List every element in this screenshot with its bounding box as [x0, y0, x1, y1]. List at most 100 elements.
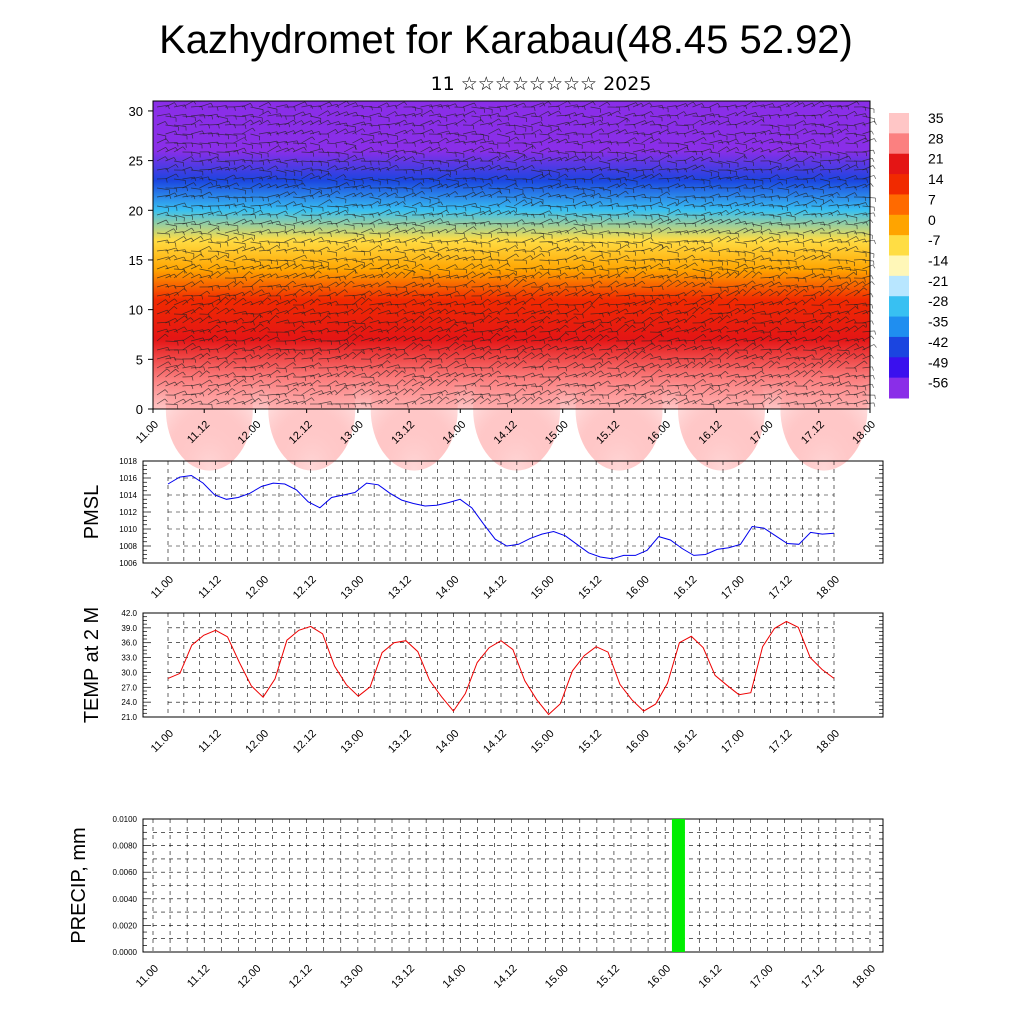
x-tick-label: 13.00 — [338, 574, 366, 602]
colorbar-label: -14 — [928, 253, 948, 269]
colorbar-swatch — [889, 235, 909, 256]
y-tick-label: 0.0040 — [113, 895, 138, 904]
y-tick-label: 0.0020 — [113, 921, 138, 930]
colorbar-label: 0 — [928, 212, 936, 228]
colorbar-swatch — [889, 357, 909, 379]
y-tick-label: 0 — [136, 402, 143, 417]
x-tick-label: 11.00 — [134, 419, 161, 446]
x-tick-label: 14.12 — [481, 574, 509, 602]
colorbar-label: -56 — [928, 375, 948, 391]
y-tick-label: 1014 — [119, 491, 137, 500]
colorbar-label: 35 — [928, 110, 944, 126]
y-tick-label: 1012 — [119, 508, 137, 517]
y-tick-label: 21.0 — [121, 713, 137, 722]
x-tick-label: 12.12 — [287, 963, 315, 991]
x-tick-label: 16.12 — [671, 728, 699, 756]
precip-panel: 0.0000 0.0020 0.0040 0.0060 0.0080 0.0100 11.0… — [68, 815, 884, 991]
x-tick-label: 11.00 — [134, 963, 161, 990]
x-tick-label: 12.00 — [243, 574, 271, 602]
colorbar-label: 28 — [928, 130, 944, 146]
y-tick-label: 30 — [129, 104, 143, 119]
x-tick-label: 16.12 — [671, 574, 699, 602]
x-tick-label: 13.12 — [386, 728, 414, 756]
grid-lines — [167, 612, 835, 718]
y-tick-label: 15 — [129, 253, 143, 268]
y-axis-label: PMSL — [81, 485, 103, 539]
x-tick-label: 17.00 — [748, 963, 776, 991]
y-tick-label: 1010 — [119, 525, 137, 534]
x-tick-label: 13.00 — [338, 963, 366, 991]
colorbar-label: -35 — [928, 314, 948, 330]
panel-frame — [142, 612, 884, 718]
colorbar-swatch — [889, 113, 909, 134]
x-tick-label: 16.00 — [624, 728, 652, 756]
y-tick-label: 5 — [136, 352, 143, 367]
colorbar-swatch — [889, 316, 909, 338]
x-tick-label: 14.00 — [440, 963, 468, 991]
colorbar-label: 7 — [928, 191, 936, 207]
colorbar-label: -7 — [928, 232, 941, 248]
x-tick-label: 15.00 — [529, 574, 557, 602]
x-tick-label: 17.00 — [719, 728, 747, 756]
x-tick-label: 11.12 — [196, 728, 223, 755]
colorbar-swatch — [889, 275, 909, 297]
y-tick-label: 42.0 — [121, 609, 137, 618]
temp-panel: 21.0 24.0 27.0 30.0 33.0 36.0 39.0 42.0 11.00 11.… — [81, 607, 884, 756]
y-tick-label: 27.0 — [121, 683, 137, 692]
colorbar-swatch — [889, 153, 909, 175]
wind-barbs — [156, 100, 877, 409]
colorbar-swatch — [889, 296, 909, 318]
chart-subtitle: 11 ☆☆☆☆☆☆☆☆ 2025 — [430, 73, 652, 95]
colorbar-swatch — [889, 174, 909, 195]
x-tick-label: 17.12 — [799, 963, 827, 991]
colorbar-swatch — [889, 194, 909, 216]
colorbar-label: -42 — [928, 334, 948, 350]
colorbar-swatch — [889, 214, 909, 236]
x-tick-label: 14.12 — [492, 963, 520, 991]
x-tick-label: 13.12 — [386, 574, 414, 602]
x-tick-label: 14.00 — [434, 728, 462, 756]
x-tick-label: 14.12 — [481, 728, 509, 756]
colorbar-legend: 35 28 21 14 7 0 -7 -14 -21 -28 -35 -42 -49 -56 — [889, 110, 948, 399]
x-tick-label: 16.00 — [645, 963, 673, 991]
x-tick-label: 18.00 — [814, 574, 842, 602]
x-tick-label: 12.00 — [236, 963, 264, 991]
grid-lines — [152, 818, 871, 953]
x-tick-label: 13.00 — [338, 728, 366, 756]
precip-bar — [671, 819, 685, 952]
x-tick-label: 11.12 — [196, 574, 223, 601]
x-tick-label: 17.00 — [719, 574, 747, 602]
y-tick-label: 1016 — [119, 474, 137, 483]
x-tick-label: 11.12 — [185, 963, 212, 990]
x-tick-label: 16.12 — [697, 963, 725, 991]
y-tick-label: 1018 — [119, 457, 137, 466]
x-tick-label: 12.00 — [243, 728, 271, 756]
colorbar-label: 14 — [928, 171, 944, 187]
colorbar-swatch — [889, 133, 909, 155]
x-tick-label: 14.00 — [434, 574, 462, 602]
y-tick-label: 10 — [129, 303, 143, 318]
pmsl-panel: 1006 1008 1010 1012 1014 1016 1018 11.00 11.12 12… — [81, 457, 884, 602]
grid-lines — [167, 460, 835, 564]
colorbar-label: 21 — [928, 151, 944, 167]
x-tick-label: 18.00 — [850, 963, 878, 991]
y-tick-label: 1008 — [119, 542, 137, 551]
colorbar-swatch — [889, 336, 909, 358]
x-tick-label: 13.12 — [389, 963, 417, 991]
x-tick-label: 11.00 — [149, 728, 176, 755]
x-tick-label: 15.00 — [529, 728, 557, 756]
x-tick-label: 17.12 — [767, 574, 795, 602]
y-tick-label: 1006 — [119, 559, 137, 568]
y-axis-label: TEMP at 2 M — [81, 607, 103, 723]
x-tick-label: 15.12 — [576, 574, 604, 602]
temperature-series-line — [167, 620, 835, 716]
colorbar-label: -28 — [928, 293, 948, 309]
chart-title: Kazhydromet for Karabau(48.45 52.92) — [159, 18, 853, 62]
y-tick-label: 20 — [129, 203, 143, 218]
y-tick-label: 0.0100 — [113, 815, 138, 824]
y-tick-label: 0.0060 — [113, 868, 138, 877]
x-tick-label: 12.12 — [291, 728, 319, 756]
y-tick-label: 24.0 — [121, 698, 137, 707]
